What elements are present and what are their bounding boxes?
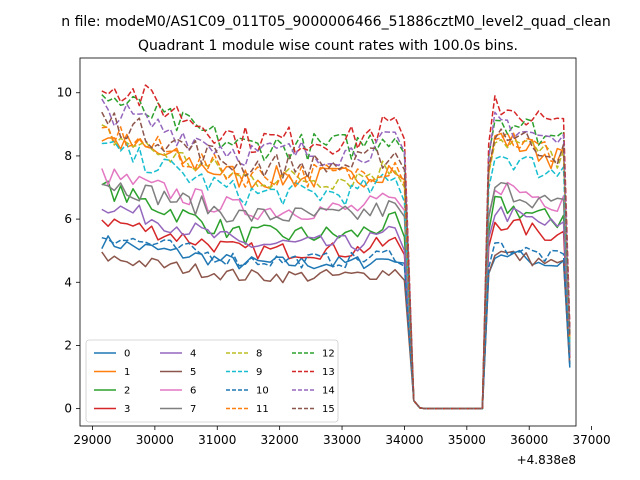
series-line-10: [101, 236, 571, 410]
x-tick-label: 31000: [198, 433, 236, 447]
legend-label-13: 13: [322, 367, 335, 378]
legend-label-0: 0: [124, 349, 130, 360]
legend-label-8: 8: [256, 349, 262, 360]
series-line-3: [101, 218, 571, 410]
legend-label-14: 14: [322, 386, 335, 397]
legend-label-6: 6: [190, 386, 196, 397]
legend-box: [85, 339, 339, 423]
y-tick-label: 2: [64, 338, 72, 352]
legend-label-7: 7: [190, 404, 196, 415]
legend-label-5: 5: [190, 367, 196, 378]
x-tick-label: 30000: [136, 433, 174, 447]
x-tick-label: 33000: [323, 433, 361, 447]
y-tick-label: 0: [64, 402, 72, 416]
y-tick-label: 8: [64, 149, 72, 163]
series-line-7: [101, 181, 571, 410]
series-line-9: [101, 140, 571, 410]
axes-frame: [79, 57, 577, 427]
legend-label-10: 10: [256, 386, 269, 397]
chart-suptitle: n file: modeM0/AS1C09_011T05_9000006466_…: [61, 14, 610, 30]
series-line-14: [101, 98, 571, 410]
series-line-2: [101, 180, 571, 410]
legend-label-2: 2: [124, 386, 130, 397]
legend-label-15: 15: [322, 404, 335, 415]
y-axis: 0 2 4 6 8 10: [57, 86, 80, 416]
chart-title: Quadrant 1 module wise count rates with …: [138, 38, 518, 54]
y-tick-label: 4: [64, 275, 72, 289]
x-tick-label: 32000: [261, 433, 299, 447]
series-line-13: [101, 84, 571, 410]
series-line-15: [101, 111, 571, 410]
y-tick-label: 10: [57, 86, 72, 100]
legend-label-9: 9: [256, 367, 262, 378]
series-layer: [101, 84, 571, 410]
x-tick-label: 34000: [385, 433, 423, 447]
series-line-11: [101, 126, 571, 410]
x-tick-label: 29000: [73, 433, 111, 447]
series-line-5: [101, 250, 571, 410]
legend-label-4: 4: [190, 349, 196, 360]
x-offset-text: +4.838e8: [517, 453, 576, 467]
legend-label-11: 11: [256, 404, 269, 415]
y-tick-label: 6: [64, 212, 72, 226]
x-tick-label: 36000: [510, 433, 548, 447]
legend-label-1: 1: [124, 367, 130, 378]
legend-label-12: 12: [322, 349, 335, 360]
x-tick-label: 35000: [448, 433, 486, 447]
x-axis: 29000 30000 31000 32000 33000 34000 35000 36000…: [73, 426, 611, 447]
series-line-12: [101, 94, 571, 410]
legend-label-3: 3: [124, 404, 130, 415]
series-line-4: [101, 204, 571, 410]
x-tick-label: 37000: [573, 433, 611, 447]
